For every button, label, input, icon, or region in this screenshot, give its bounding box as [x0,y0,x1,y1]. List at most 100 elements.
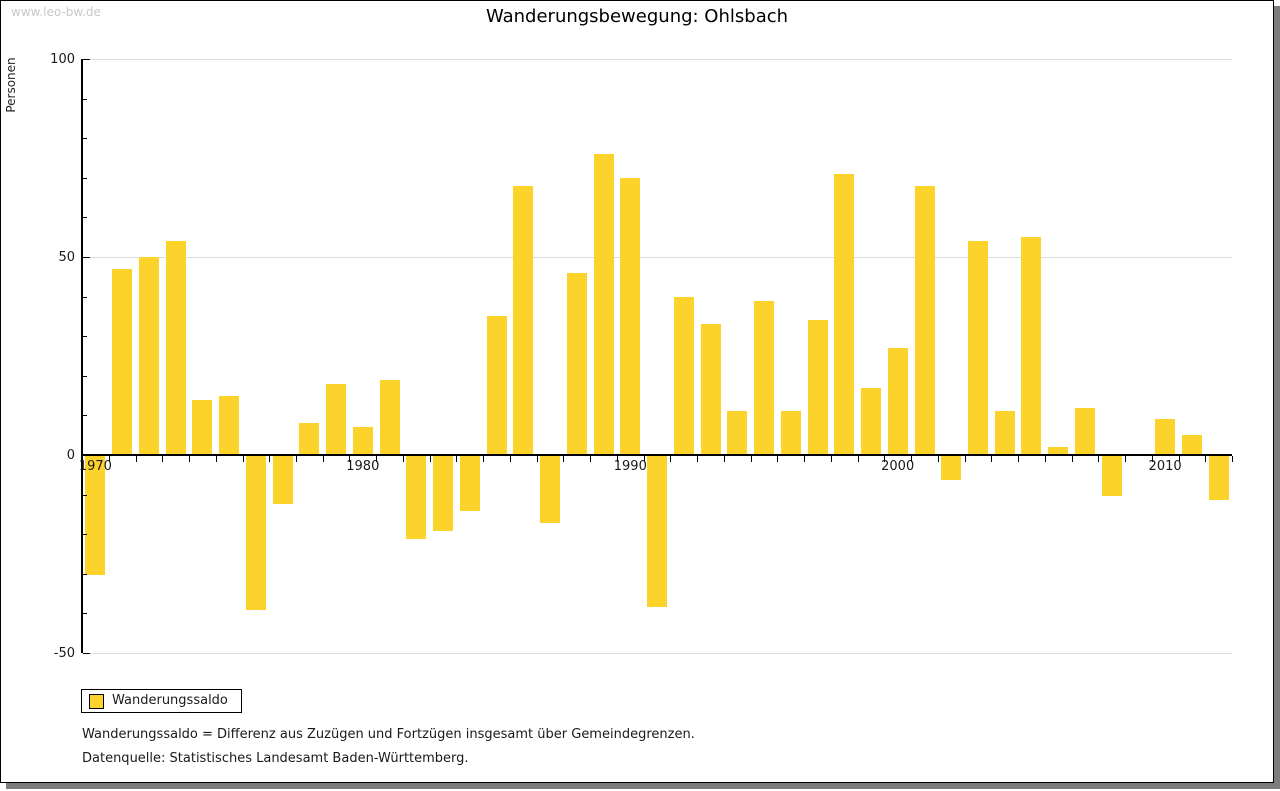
x-axis-line [81,454,1232,456]
watermark-text: www.leo-bw.de [11,5,101,19]
y-axis-line [81,59,83,653]
bar-1988 [566,272,587,455]
x-tick-14 [456,456,458,462]
x-tick-7 [269,456,271,462]
x-tick-2 [135,456,137,462]
x-tick-34 [991,456,993,462]
bar-1980 [352,427,373,455]
x-tick-label-2010: 2010 [1148,459,1182,474]
x-tick-27 [804,456,806,462]
x-tick-15 [483,456,485,462]
y-tick-40 [83,297,87,298]
bar-1986 [513,185,534,455]
x-tick-40 [1151,456,1153,462]
bar-2012 [1208,456,1229,500]
x-tick-10 [349,456,351,462]
bar-1991 [647,456,667,607]
bar-1979 [326,383,347,455]
x-tick-4 [189,456,190,462]
bar-2008 [1101,456,1122,496]
x-tick-33 [964,456,966,462]
bar-1984 [459,456,480,512]
x-tick-23 [697,456,699,462]
bar-1971 [112,268,133,455]
x-tick-20 [616,456,618,462]
bar-2000 [887,348,908,455]
x-tick-26 [777,456,779,462]
x-tick-label-1990: 1990 [613,459,647,474]
x-tick-8 [296,456,297,462]
bar-2011 [1181,435,1202,455]
bar-1981 [379,379,400,455]
x-tick-41 [1178,456,1180,462]
x-tick-21 [643,456,645,462]
bar-1972 [138,257,159,455]
bar-2010 [1155,419,1176,455]
bar-1973 [165,241,186,455]
footnote-source: Datenquelle: Statistisches Landesamt Bad… [82,751,469,766]
bar-1987 [540,456,560,524]
x-tick-label-2000: 2000 [881,459,915,474]
y-tick-100 [83,59,90,60]
bar-1994 [727,411,748,455]
y-tick--30 [83,574,87,575]
x-tick-30 [884,456,886,462]
x-tick-18 [563,456,565,462]
y-tick--20 [83,534,87,535]
bar-1992 [673,296,694,455]
y-tick-30 [83,336,87,337]
bar-2001 [914,185,935,455]
bar-1989 [593,154,614,455]
gridline-100 [82,59,1232,60]
legend-label: Wanderungssaldo [112,693,228,708]
x-tick-16 [509,456,511,462]
gridline-50 [82,257,1232,258]
bar-1983 [433,456,454,532]
x-tick-5 [215,456,217,462]
y-tick-label-50: 50 [58,250,75,265]
x-tick-22 [670,456,672,462]
x-tick-43 [1232,456,1233,462]
x-tick-38 [1098,456,1100,462]
y-tick-90 [83,99,87,100]
y-tick-0 [83,455,90,456]
bar-2006 [1048,447,1069,455]
x-tick-28 [830,456,832,462]
bar-2005 [1021,237,1042,455]
bar-1974 [192,399,213,455]
y-tick-label-0: 0 [66,448,75,463]
footnote-definition: Wanderungssaldo = Differenz aus Zuzügen … [82,727,695,742]
x-tick-label-1980: 1980 [346,459,380,474]
x-tick-24 [723,456,725,462]
x-tick-39 [1125,456,1126,462]
y-tick--40 [83,613,87,614]
x-tick-29 [857,456,859,462]
bar-1982 [406,456,427,540]
page-title: Wanderungsbewegung: Ohlsbach [485,6,789,27]
x-tick-9 [322,456,324,462]
y-axis-title: Personen [4,57,18,113]
bar-1990 [620,177,641,455]
gridline--50 [82,653,1232,654]
legend-swatch-icon [89,694,104,709]
y-tick-20 [83,376,87,377]
x-tick-31 [911,456,913,462]
bar-1977 [272,456,293,504]
bar-1995 [754,300,774,455]
bar-1997 [807,320,828,455]
bar-2003 [968,241,988,455]
bar-1998 [834,173,855,455]
x-tick-36 [1044,456,1046,462]
x-tick-32 [937,456,939,462]
bar-1970 [85,456,106,575]
bar-1999 [861,387,881,455]
bar-1993 [700,324,721,455]
x-tick-42 [1205,456,1207,462]
y-tick-60 [83,217,87,218]
legend: Wanderungssaldo [81,689,242,713]
x-tick-label-1970: 1970 [78,459,112,474]
y-tick-80 [83,138,87,139]
bar-2007 [1074,407,1095,455]
